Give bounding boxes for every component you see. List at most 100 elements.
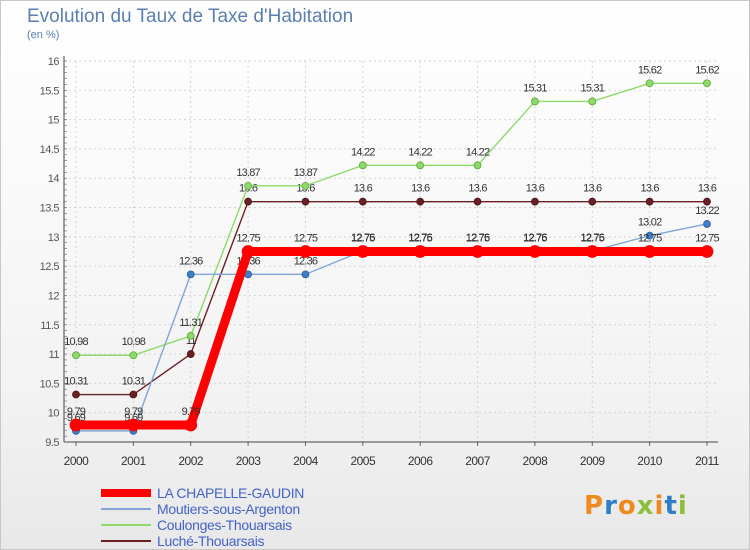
y-tick-label: 10.5 (40, 378, 60, 390)
data-label: 13.6 (583, 183, 602, 195)
data-point (645, 231, 654, 240)
legend-swatch (101, 489, 151, 497)
data-point (69, 418, 83, 432)
data-label: 10.31 (64, 376, 88, 388)
data-point (531, 97, 539, 106)
data-label: 10.98 (122, 336, 146, 348)
data-label: 13.6 (698, 183, 717, 195)
data-label: 13.6 (468, 183, 487, 195)
y-tick-label: 11.5 (40, 320, 59, 332)
data-point (301, 270, 310, 279)
data-point (588, 97, 597, 106)
data-label: 12.75 (408, 233, 432, 245)
x-tick-label: 2001 (121, 454, 147, 468)
data-label: 12.76 (408, 232, 432, 244)
data-point (129, 351, 138, 360)
y-tick-label: 9.5 (45, 437, 59, 449)
x-tick-label: 2000 (64, 454, 90, 468)
unit-label: (en %) (27, 29, 60, 41)
data-label: 13.87 (294, 167, 318, 179)
data-point (645, 197, 654, 206)
data-point (72, 390, 80, 399)
data-label: 12.75 (351, 233, 375, 245)
data-point (129, 390, 138, 399)
series-0: 10.31 10.31 11 13.6 13.6 13.6 13.6 13.6 13.6 13.6… (64, 183, 718, 399)
data-point (244, 181, 252, 190)
data-point (531, 197, 539, 206)
y-tick-label: 12.5 (40, 261, 60, 273)
data-point (416, 197, 425, 206)
data-label: 13.87 (236, 167, 260, 179)
y-tick-label: 16 (48, 56, 60, 68)
data-point (473, 197, 482, 206)
data-label: 13.02 (638, 217, 662, 229)
data-point (645, 79, 654, 88)
data-label: 12.76 (523, 232, 547, 244)
x-tick-label: 2007 (465, 454, 491, 468)
legend-label: Coulonges-Thouarsais (157, 517, 292, 533)
y-tick-label: 10 (48, 408, 60, 420)
data-label: 14.22 (351, 146, 375, 158)
data-point (413, 245, 427, 258)
data-label: 12.36 (294, 255, 318, 267)
data-point (186, 332, 195, 340)
y-tick-label: 15 (48, 115, 60, 127)
data-label: 15.62 (638, 64, 662, 76)
data-point (585, 245, 599, 258)
data-label: 13.22 (695, 205, 719, 217)
data-label: 11 (186, 335, 197, 347)
legend-label: Luché-Thouarsais (157, 533, 265, 549)
series-line (76, 200, 707, 396)
legend-swatch (101, 540, 151, 542)
data-label: 9.79 (67, 406, 86, 418)
x-tick-label: 2002 (178, 454, 204, 468)
data-point (358, 197, 367, 206)
data-point (416, 161, 425, 170)
data-label: 10.98 (64, 336, 88, 348)
data-label: 12.36 (179, 255, 203, 267)
data-label: 12.75 (294, 233, 318, 245)
data-point (301, 181, 310, 190)
x-tick-label: 2010 (637, 454, 663, 468)
data-point (703, 79, 711, 88)
y-tick-label: 14 (48, 173, 60, 185)
y-tick-label: 11 (49, 349, 60, 361)
data-point (700, 245, 714, 258)
data-point (186, 270, 195, 279)
data-label: 13.6 (411, 183, 430, 195)
series-line (76, 247, 707, 430)
x-tick-label: 2005 (350, 454, 376, 468)
x-tick-label: 2006 (408, 454, 434, 468)
data-point (471, 245, 484, 258)
data-label: 10.31 (122, 376, 146, 388)
data-point (703, 220, 711, 228)
legend-swatch (101, 524, 151, 526)
data-label: 14.22 (408, 146, 432, 158)
data-point (184, 418, 198, 432)
data-label: 11.31 (179, 317, 202, 329)
y-tick-label: 13 (48, 232, 60, 244)
data-label: 12.75 (695, 233, 719, 245)
data-point (126, 418, 140, 432)
data-point (186, 350, 195, 358)
y-tick-label: 12 (48, 290, 60, 302)
data-point (703, 197, 711, 206)
proxiti-logo: Proxiti (584, 491, 688, 521)
data-label: 12.75 (523, 233, 547, 245)
x-tick-label: 2003 (236, 454, 262, 468)
data-label: 14.22 (466, 146, 490, 158)
data-label: 15.31 (581, 82, 605, 94)
data-label: 15.62 (695, 64, 719, 76)
y-tick-label: 13.5 (40, 203, 60, 215)
data-label: 12.76 (466, 232, 490, 244)
data-point (356, 245, 370, 258)
data-label: 9.79 (124, 406, 143, 418)
legend-label: Moutiers-sous-Argenton (157, 501, 300, 517)
y-tick-label: 14.5 (40, 144, 60, 156)
data-label: 9.79 (182, 406, 201, 418)
data-label: 12.75 (236, 233, 260, 245)
